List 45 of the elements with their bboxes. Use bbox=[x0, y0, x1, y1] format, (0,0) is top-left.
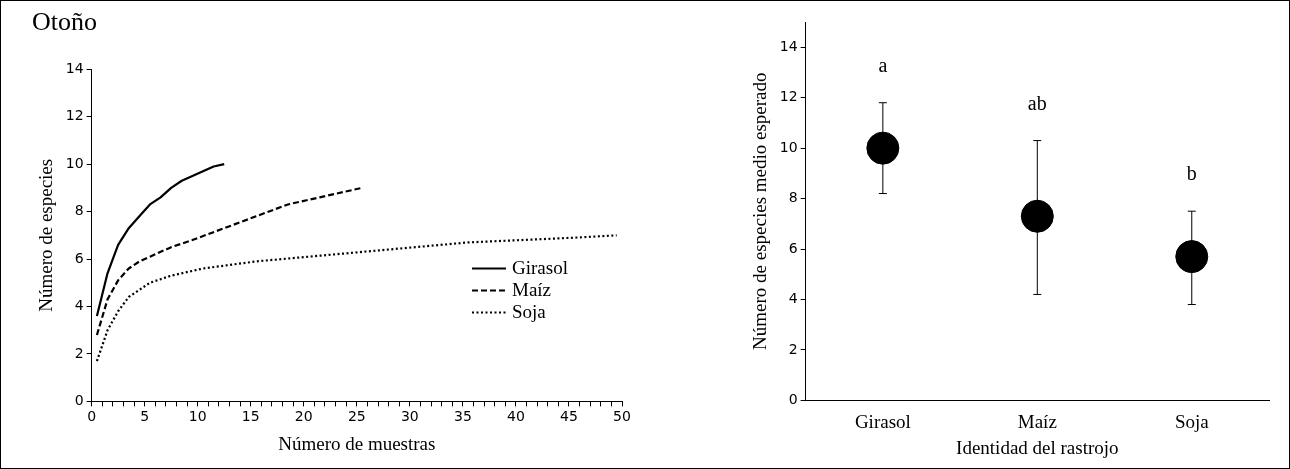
y-tick-label: 10 bbox=[779, 138, 798, 155]
y-tick-label: 2 bbox=[74, 344, 84, 361]
x-tick-label: Girasol bbox=[854, 410, 911, 432]
x-tick-label: 45 bbox=[560, 408, 578, 425]
line-series bbox=[95, 234, 618, 363]
legend-label: Girasol bbox=[512, 256, 568, 278]
y-tick-label: 2 bbox=[788, 340, 798, 357]
x-tick-label: 10 bbox=[188, 408, 207, 425]
point bbox=[1175, 240, 1209, 274]
y-tick-label: 4 bbox=[74, 297, 84, 314]
x-tick-label: 50 bbox=[613, 408, 631, 425]
x-tick-label: 20 bbox=[294, 408, 313, 425]
y-tick-label: 6 bbox=[74, 249, 84, 266]
point bbox=[1020, 199, 1054, 233]
annotation: b bbox=[1186, 162, 1197, 185]
y-tick-label: 12 bbox=[65, 107, 84, 124]
y-tick-label: 10 bbox=[65, 154, 84, 171]
x-tick-label: 0 bbox=[87, 408, 97, 425]
y-tick-label: 4 bbox=[788, 290, 798, 307]
y-tick-label: 8 bbox=[74, 202, 84, 219]
x-tick-label: Soja bbox=[1174, 410, 1210, 432]
legend-label: Maíz bbox=[512, 278, 552, 300]
x-tick-label: 40 bbox=[507, 408, 525, 425]
legend-label: Soja bbox=[512, 300, 547, 322]
y-axis-title: Número de especies medio esperado bbox=[749, 72, 771, 350]
x-tick-label: 25 bbox=[347, 408, 366, 425]
x-tick-label: Maíz bbox=[1017, 410, 1057, 432]
y-tick-label: 0 bbox=[74, 392, 84, 409]
x-axis-title: Identidad del rastrojo bbox=[956, 436, 1119, 458]
y-tick-label: 6 bbox=[788, 239, 798, 256]
x-axis-title: Número de muestras bbox=[278, 432, 436, 454]
annotation: ab bbox=[1027, 91, 1047, 114]
annotation: a bbox=[878, 53, 888, 76]
chart-title: Otoño bbox=[32, 7, 97, 37]
y-tick-label: 12 bbox=[779, 88, 798, 105]
y-tick-label: 0 bbox=[788, 391, 798, 408]
y-axis-title: Número de especies bbox=[35, 158, 57, 312]
x-tick-label: 5 bbox=[140, 408, 150, 425]
y-tick-label: 14 bbox=[779, 37, 798, 54]
x-tick-label: 35 bbox=[453, 408, 472, 425]
y-tick-label: 14 bbox=[65, 59, 84, 76]
x-tick-label: 15 bbox=[241, 408, 260, 425]
y-tick-label: 8 bbox=[788, 189, 798, 206]
point bbox=[866, 131, 900, 165]
x-tick-label: 30 bbox=[400, 408, 419, 425]
